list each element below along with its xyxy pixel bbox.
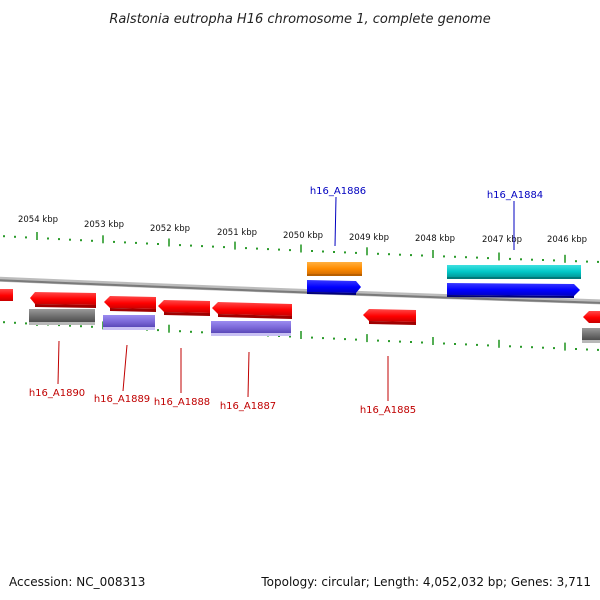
kbp-label-2053: 2053 kbp (84, 220, 124, 230)
gene-h16-A1888[interactable] (158, 300, 210, 316)
gene-h16-A1884-cyan[interactable] (447, 265, 581, 279)
kbp-label-2050: 2050 kbp (283, 231, 323, 241)
chromosome-backbone-core (0, 279, 600, 304)
kbp-label-2049: 2049 kbp (349, 233, 389, 243)
map-title: Ralstonia eutropha H16 chromosome 1, com… (109, 12, 490, 27)
kbp-label-2052: 2052 kbp (150, 224, 190, 234)
forward-gene-labels: h16_A1886 h16_A1884 (310, 186, 543, 250)
gene-h16-A1890-gray[interactable] (29, 309, 95, 325)
gene-label-h16-A1889[interactable]: h16_A1889 (94, 394, 150, 405)
kbp-label-2046: 2046 kbp (547, 235, 587, 245)
gene-h16-A1887[interactable] (212, 302, 292, 319)
gene-offscreen-right-gray[interactable] (582, 328, 600, 343)
gene-label-h16-A1888[interactable]: h16_A1888 (154, 397, 210, 408)
gene-offscreen-right[interactable] (583, 311, 600, 323)
gene-label-h16-A1890[interactable]: h16_A1890 (29, 388, 85, 399)
kbp-label-2051: 2051 kbp (217, 228, 257, 238)
gene-h16-A1887-purple[interactable] (211, 321, 291, 336)
kbp-label-2054: 2054 kbp (18, 215, 58, 225)
gene-label-h16-A1884[interactable]: h16_A1884 (487, 190, 543, 201)
gene-h16-A1886-orange[interactable] (307, 262, 362, 276)
chromosome-backbone (0, 276, 600, 305)
gene-label-h16-A1887[interactable]: h16_A1887 (220, 401, 276, 412)
gene-h16-A1889-purple[interactable] (103, 315, 155, 330)
forward-tick-track (3, 232, 599, 263)
accession-text: Accession: NC_008313 (9, 575, 145, 589)
genome-summary-text: Topology: circular; Length: 4,052,032 bp… (260, 575, 591, 589)
gene-h16-A1884[interactable] (447, 283, 580, 298)
label-line-h16-A1886 (334, 196, 337, 247)
gene-h16-A1889[interactable] (104, 296, 156, 312)
gene-h16-A1886[interactable] (307, 280, 361, 295)
gene-label-h16-A1885[interactable]: h16_A1885 (360, 405, 416, 416)
label-line-h16-A1887 (247, 351, 250, 398)
label-line-h16-A1889 (122, 344, 128, 392)
reverse-features (0, 289, 600, 343)
gene-h16-A1890[interactable] (30, 292, 96, 308)
reverse-gene-labels: h16_A1890 h16_A1889 h16_A1888 h16_A1887 … (29, 340, 416, 416)
label-line-h16-A1890 (57, 340, 60, 385)
kbp-label-2048: 2048 kbp (415, 234, 455, 244)
kbp-label-2047: 2047 kbp (482, 235, 522, 245)
kbp-scale-labels: 2054 kbp 2053 kbp 2052 kbp 2051 kbp 2050… (18, 215, 587, 245)
forward-features (307, 262, 581, 298)
gene-h16-A1885[interactable] (363, 309, 416, 325)
gene-offscreen-left[interactable] (0, 289, 13, 301)
gene-label-h16-A1886[interactable]: h16_A1886 (310, 186, 366, 197)
